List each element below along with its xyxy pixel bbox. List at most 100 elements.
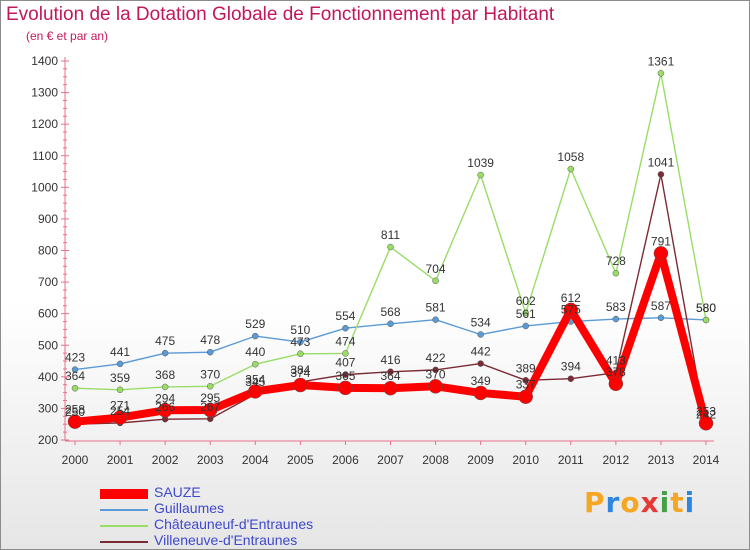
data-label: 364 bbox=[65, 369, 85, 383]
data-label: 704 bbox=[426, 262, 446, 276]
y-tick-label: 1000 bbox=[31, 180, 58, 194]
data-point bbox=[428, 379, 443, 394]
data-label: 510 bbox=[290, 323, 310, 337]
data-point bbox=[567, 165, 575, 173]
data-label: 442 bbox=[471, 345, 491, 359]
data-point bbox=[477, 171, 484, 179]
data-label: 581 bbox=[426, 301, 446, 315]
data-point bbox=[161, 383, 169, 391]
x-tick-label: 2004 bbox=[242, 453, 269, 467]
legend-swatch bbox=[100, 489, 148, 499]
data-point bbox=[297, 350, 304, 358]
y-tick-label: 500 bbox=[38, 338, 58, 352]
x-tick-label: 2006 bbox=[332, 453, 359, 467]
y-tick-label: 1100 bbox=[32, 149, 58, 163]
data-label: 1039 bbox=[467, 156, 494, 170]
data-point bbox=[563, 302, 579, 318]
data-point bbox=[657, 314, 665, 322]
data-point bbox=[387, 243, 394, 251]
data-point bbox=[698, 416, 714, 431]
series-lines bbox=[67, 70, 714, 431]
data-point bbox=[518, 389, 533, 404]
data-label: 568 bbox=[380, 305, 400, 319]
data-label: 1041 bbox=[648, 155, 675, 169]
logo-letter: o bbox=[620, 486, 641, 519]
data-label: 242 bbox=[696, 408, 716, 422]
data-label: 478 bbox=[200, 333, 220, 347]
data-point bbox=[248, 384, 263, 399]
data-point bbox=[612, 269, 620, 277]
data-point bbox=[342, 324, 349, 332]
data-point bbox=[477, 331, 484, 338]
legend-swatch bbox=[100, 509, 148, 511]
data-point bbox=[71, 384, 79, 392]
logo-letter: i bbox=[659, 486, 671, 519]
data-point bbox=[608, 376, 624, 392]
data-label: 294 bbox=[155, 391, 175, 405]
data-label: 368 bbox=[155, 368, 175, 382]
data-label: 364 bbox=[380, 369, 400, 383]
data-label: 791 bbox=[651, 234, 671, 248]
legend-swatch bbox=[100, 541, 148, 543]
data-point bbox=[473, 385, 488, 401]
data-label: 370 bbox=[426, 367, 446, 381]
data-label: 354 bbox=[245, 372, 265, 386]
y-tick-label: 1300 bbox=[31, 86, 58, 100]
x-tick-label: 2012 bbox=[603, 453, 630, 467]
data-label: 440 bbox=[245, 345, 265, 359]
data-point bbox=[293, 377, 308, 393]
data-label: 561 bbox=[516, 307, 536, 321]
data-label: 554 bbox=[335, 309, 355, 323]
data-label: 250 bbox=[65, 405, 85, 419]
data-point bbox=[297, 338, 304, 346]
data-point bbox=[657, 171, 665, 178]
x-tick-label: 2014 bbox=[693, 453, 720, 467]
y-tick-label: 400 bbox=[38, 370, 58, 384]
data-point bbox=[567, 375, 575, 382]
data-label: 254 bbox=[110, 404, 130, 418]
data-point bbox=[112, 410, 128, 425]
legend-label: SAUZE bbox=[154, 484, 201, 500]
data-label: 1361 bbox=[648, 54, 675, 68]
data-label: 728 bbox=[606, 254, 626, 268]
data-point bbox=[653, 246, 669, 261]
data-label: 295 bbox=[200, 391, 220, 405]
data-label: 416 bbox=[380, 353, 400, 367]
data-point bbox=[252, 332, 259, 340]
data-label: 394 bbox=[561, 360, 581, 374]
y-tick-label: 300 bbox=[38, 401, 58, 415]
logo-letter: x bbox=[640, 486, 660, 519]
data-label: 474 bbox=[335, 334, 355, 348]
data-label: 258 bbox=[65, 403, 85, 417]
data-point bbox=[522, 322, 529, 330]
data-label: 811 bbox=[381, 228, 400, 242]
data-label: 529 bbox=[245, 317, 265, 331]
x-tick-label: 2010 bbox=[512, 453, 539, 467]
legend-label: Châteauneuf-d'Entraunes bbox=[154, 516, 314, 532]
data-label: 587 bbox=[651, 299, 671, 313]
data-point bbox=[477, 360, 484, 367]
data-label: 422 bbox=[426, 351, 446, 365]
data-label: 534 bbox=[471, 316, 491, 330]
data-point bbox=[116, 360, 124, 368]
data-point bbox=[252, 360, 259, 368]
data-label: 365 bbox=[335, 369, 355, 383]
data-point bbox=[387, 368, 394, 376]
legend-swatch bbox=[100, 525, 148, 527]
y-tick-label: 900 bbox=[38, 212, 58, 226]
x-tick-label: 2000 bbox=[62, 453, 89, 467]
data-label: 267 bbox=[200, 400, 220, 414]
data-label: 337 bbox=[516, 378, 536, 392]
y-tick-label: 200 bbox=[38, 433, 58, 447]
data-label: 475 bbox=[155, 334, 175, 348]
proxiti-logo: Proxiti bbox=[584, 486, 695, 519]
logo-letter: P bbox=[584, 486, 606, 519]
data-point bbox=[202, 402, 218, 418]
data-point bbox=[657, 70, 665, 77]
data-point bbox=[342, 350, 349, 357]
x-tick-label: 2009 bbox=[467, 453, 494, 467]
data-point bbox=[522, 377, 529, 384]
x-tick-label: 2001 bbox=[107, 453, 134, 467]
data-label: 473 bbox=[290, 335, 310, 349]
y-tick-label: 700 bbox=[38, 275, 58, 289]
